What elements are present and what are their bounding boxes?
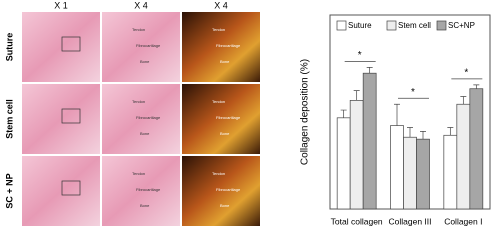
error-bar [460, 96, 467, 105]
significance-star: * [411, 87, 415, 98]
histology-image [22, 84, 100, 154]
bar [390, 125, 404, 210]
histology-image [22, 156, 100, 226]
tissue-label: Fibrocartilage [216, 43, 241, 48]
tissue-label: Tendon [132, 27, 145, 32]
histology-image [102, 84, 180, 154]
significance-star: * [464, 67, 468, 78]
tissue-label: Tendon [132, 171, 145, 176]
y-axis-label: Collagen deposition (%) [300, 59, 311, 165]
histology-image [102, 12, 180, 82]
histology-image [182, 12, 260, 82]
tissue-label: Tendon [212, 171, 225, 176]
error-bar [447, 127, 454, 136]
bar [403, 136, 417, 210]
tissue-label: Fibrocartilage [136, 115, 161, 120]
image-panels: X 1 X 4 X 4 Suture Tendon Fibrocartilage Bone T… [4, 0, 260, 226]
tissue-label: Fibrocartilage [136, 187, 161, 192]
histology-image [182, 84, 260, 154]
zoom-box [61, 180, 81, 196]
tissue-label: Bone [220, 131, 230, 136]
legend-swatch [386, 20, 397, 31]
bar [362, 72, 377, 210]
bar-chart: Collagen deposition (%) Suture Stem cell SC… [300, 14, 491, 226]
tissue-label: Bone [140, 131, 150, 136]
legend-label: Stem cell [398, 21, 431, 30]
tissue-label: Tendon [212, 99, 225, 104]
error-bar [366, 67, 373, 74]
bar [443, 134, 458, 210]
row-label: SC + NP [4, 173, 14, 208]
legend-label: Suture [348, 21, 372, 30]
zoom-box [61, 108, 81, 124]
bar [456, 103, 471, 210]
x-tick-label: Collagen I [444, 216, 482, 226]
row-label: Stem cell [4, 99, 14, 139]
histology-image [102, 156, 180, 226]
legend-label: SC+NP [448, 21, 475, 30]
legend-swatch [436, 20, 447, 31]
zoom-box [61, 36, 81, 52]
tissue-label: Bone [220, 59, 230, 64]
histology-image [22, 12, 100, 82]
bar [469, 88, 484, 210]
column-header: X 4 [214, 0, 228, 10]
histology-image [182, 156, 260, 226]
column-header: X 4 [134, 0, 148, 10]
significance-star: * [358, 50, 362, 61]
tissue-label: Bone [220, 203, 230, 208]
error-bar [353, 90, 360, 101]
tissue-label: Fibrocartilage [216, 187, 241, 192]
error-bar [420, 131, 426, 140]
error-bar [394, 103, 400, 126]
tissue-label: Tendon [212, 27, 225, 32]
x-tick-label: Collagen III [389, 216, 432, 226]
error-bar [407, 127, 413, 138]
tissue-label: Tendon [132, 99, 145, 104]
row-label: Suture [4, 33, 14, 62]
tissue-label: Bone [140, 203, 150, 208]
tissue-label: Fibrocartilage [216, 115, 241, 120]
bar [336, 117, 351, 210]
x-tick-label: Total collagen [331, 216, 383, 226]
bar [416, 138, 430, 210]
bar [349, 100, 364, 210]
legend-swatch [336, 20, 347, 31]
column-header: X 1 [54, 0, 68, 10]
tissue-label: Fibrocartilage [136, 43, 161, 48]
tissue-label: Bone [140, 59, 150, 64]
error-bar [340, 109, 347, 118]
error-bar [473, 84, 480, 89]
